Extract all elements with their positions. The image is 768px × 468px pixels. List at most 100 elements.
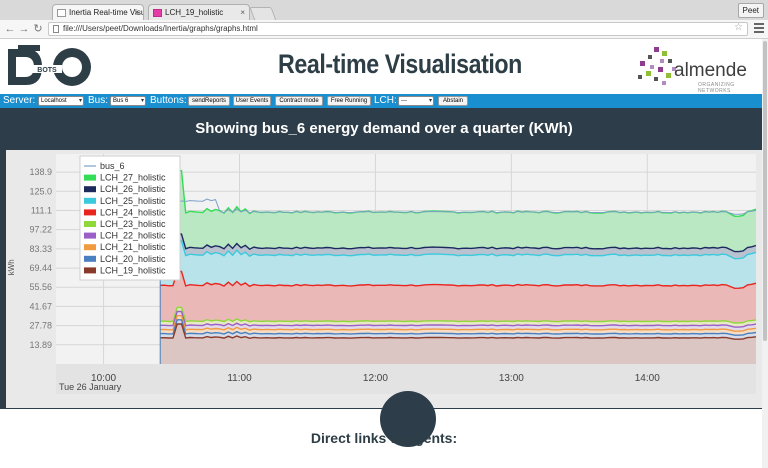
tab-lch19[interactable]: LCH_19_holistic × — [148, 4, 250, 20]
profile-button[interactable]: Peet — [737, 3, 764, 18]
legend-label: LCH_25_holistic — [100, 196, 166, 206]
direct-links-heading: Direct links to agents: — [310, 430, 458, 446]
server-select-value: Localhost — [41, 98, 67, 104]
page-title: Real-time Visualisation — [278, 49, 522, 79]
chevron-down-icon: ▾ — [78, 98, 82, 104]
legend-swatch — [84, 244, 96, 251]
legend-label: LCH_27_holistic — [100, 173, 166, 183]
series-line-LCH_26_holistic — [160, 233, 757, 253]
address-bar[interactable]: file:///Users/peet/Downloads/Inertia/gra… — [48, 22, 748, 36]
x-axis-band — [56, 364, 756, 394]
legend-label: LCH_26_holistic — [100, 184, 166, 194]
new-tab-button[interactable] — [249, 7, 277, 21]
legend-swatch — [84, 174, 96, 181]
bots-logo: BOTS — [8, 45, 91, 86]
legend-swatch — [84, 255, 96, 262]
server-label: Server: — [3, 95, 36, 106]
series-line-LCH_23_holistic — [160, 306, 757, 324]
y-tick-label: 138.9 — [29, 167, 52, 177]
y-axis-label: kWh — [7, 259, 16, 275]
legend-label: bus_6 — [100, 161, 125, 171]
url-text: file:///Users/peet/Downloads/Inertia/gra… — [63, 24, 258, 33]
bookmark-star-icon[interactable]: ☆ — [734, 22, 743, 33]
almende-logo: almende ORGANIZING NETWORKS — [636, 43, 764, 94]
series-line-LCH_25_holistic — [160, 240, 757, 260]
abstain-button[interactable]: Abstain — [438, 96, 468, 106]
legend-label: LCH_24_holistic — [100, 207, 166, 217]
y-tick-label: 41.67 — [29, 301, 52, 311]
y-tick-label: 83.33 — [29, 244, 52, 254]
y-tick-label: 55.56 — [29, 282, 52, 292]
panel-tab-decoration — [380, 391, 436, 447]
reload-icon[interactable]: ↻ — [33, 23, 43, 35]
browser-tab-bar: Inertia Real-time Visualisation × LCH_19… — [0, 0, 768, 21]
tab-inertia[interactable]: Inertia Real-time Visualisation × — [52, 4, 144, 20]
almende-tagline: ORGANIZING NETWORKS — [698, 82, 735, 94]
bus-select[interactable]: Bus 6 ▾ — [110, 96, 146, 106]
legend-swatch — [84, 232, 96, 239]
user-events-button[interactable]: User Events — [233, 96, 271, 106]
series-line-LCH_21_holistic — [160, 314, 757, 332]
chevron-down-icon: ▾ — [140, 98, 144, 104]
y-tick-label: 125.0 — [29, 186, 52, 196]
legend-label: LCH_22_holistic — [100, 231, 166, 241]
browser-toolbar: ← → ↻ file:///Users/peet/Downloads/Inert… — [0, 20, 768, 39]
series-line-LCH_24_holistic — [160, 270, 757, 290]
almende-mark-icon — [638, 47, 676, 85]
x-tick-label: 10:00 — [91, 373, 116, 384]
legend-swatch — [84, 221, 96, 227]
legend-label: LCH_23_holistic — [100, 219, 166, 229]
page-header: BOTS Real-time Visualisation almende ORG… — [0, 39, 768, 94]
legend-swatch — [84, 209, 96, 216]
scrollbar[interactable] — [762, 39, 768, 468]
contract-mode-button[interactable]: Contract mode — [275, 96, 323, 106]
menu-icon[interactable] — [754, 23, 764, 35]
tab-label: LCH_19_holistic — [165, 8, 224, 17]
control-bar: Server: Localhost ▾ Bus: Bus 6 ▾ Buttons: … — [0, 94, 768, 108]
x-tick-label: 12:00 — [363, 373, 388, 384]
close-tab-icon[interactable]: × — [134, 8, 139, 17]
y-tick-label: 27.78 — [29, 321, 52, 331]
tab-label: Inertia Real-time Visualisation — [69, 8, 143, 17]
page-icon — [53, 25, 59, 33]
free-running-button[interactable]: Free Running — [327, 96, 371, 106]
y-tick-label: 111.1 — [31, 206, 52, 216]
series-line-LCH_19_holistic — [160, 323, 757, 340]
send-reports-button[interactable]: sendReports — [188, 96, 230, 106]
logo-text: BOTS — [37, 67, 57, 74]
page-favicon-icon — [153, 9, 162, 17]
x-tick-label: 11:00 — [227, 373, 252, 384]
y-tick-label: 97.22 — [29, 225, 52, 235]
page-favicon-icon — [57, 9, 66, 17]
legend-label: LCH_20_holistic — [100, 254, 166, 264]
legend-label: LCH_19_holistic — [100, 265, 166, 275]
x-tick-label: 13:00 — [499, 373, 524, 384]
chart-legend — [79, 155, 181, 281]
energy-demand-chart[interactable]: 138.9 125.0 111.1 97.22 83.33 69.44 55.56 41.67… — [6, 150, 762, 408]
server-select[interactable]: Localhost ▾ — [38, 96, 84, 106]
close-tab-icon[interactable]: × — [240, 8, 245, 17]
x-tick-label: 14:00 — [635, 373, 660, 384]
legend-swatch — [84, 267, 96, 274]
bus-select-value: Bus 6 — [113, 98, 129, 104]
y-tick-label: 13.89 — [29, 340, 52, 350]
x-date-label: Tue 26 January — [59, 382, 122, 392]
lch-select[interactable]: --- ▾ — [398, 96, 434, 106]
legend-swatch — [84, 197, 96, 204]
back-icon[interactable]: ← — [4, 23, 16, 35]
buttons-label: Buttons: — [150, 95, 187, 106]
forward-icon[interactable]: → — [18, 23, 30, 35]
scrollbar-thumb[interactable] — [763, 41, 767, 341]
lch-select-value: --- — [401, 98, 407, 104]
chart-title: Showing bus_6 energy demand over a quart… — [195, 120, 573, 137]
series-line-bus_6 — [160, 198, 757, 215]
area-LCH_19_holistic — [160, 323, 756, 364]
chevron-down-icon: ▾ — [428, 98, 432, 104]
bus-label: Bus: — [88, 95, 109, 106]
series-line-LCH_22_holistic — [160, 310, 757, 328]
legend-label: LCH_21_holistic — [100, 242, 166, 252]
legend-swatch — [84, 186, 96, 193]
y-tick-label: 69.44 — [29, 263, 52, 273]
almende-brand-text: almende — [674, 60, 747, 81]
lch-label: LCH: — [374, 95, 397, 106]
